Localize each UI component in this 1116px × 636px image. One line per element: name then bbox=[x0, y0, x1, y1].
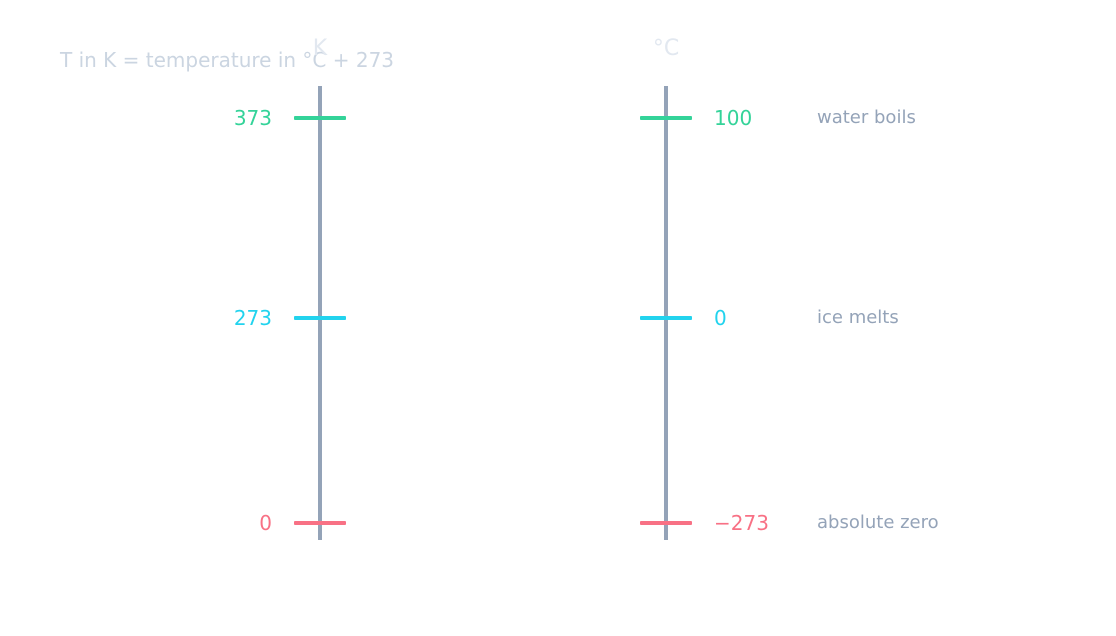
kelvin-unit-label: K bbox=[312, 36, 328, 61]
celsius-axis-line bbox=[664, 86, 668, 540]
description-water-boils: water boils bbox=[817, 107, 916, 128]
kelvin-axis-line bbox=[318, 86, 322, 540]
conversion-formula: T in K = temperature in °C + 273 bbox=[60, 48, 395, 72]
kelvin-tick-ice-melts bbox=[294, 316, 346, 320]
celsius-unit-label: °C bbox=[652, 36, 680, 61]
celsius-tick-water-boils bbox=[640, 116, 692, 120]
celsius-tick-absolute-zero bbox=[640, 521, 692, 525]
kelvin-value-water-boils: 373 bbox=[233, 106, 272, 130]
celsius-value-absolute-zero: −273 bbox=[714, 511, 769, 535]
kelvin-value-absolute-zero: 0 bbox=[259, 511, 272, 535]
kelvin-value-ice-melts: 273 bbox=[233, 306, 272, 330]
celsius-value-water-boils: 100 bbox=[714, 106, 753, 130]
kelvin-tick-absolute-zero bbox=[294, 521, 346, 525]
description-absolute-zero: absolute zero bbox=[817, 512, 939, 533]
kelvin-tick-water-boils bbox=[294, 116, 346, 120]
description-ice-melts: ice melts bbox=[817, 307, 899, 328]
celsius-tick-ice-melts bbox=[640, 316, 692, 320]
celsius-value-ice-melts: 0 bbox=[714, 306, 727, 330]
